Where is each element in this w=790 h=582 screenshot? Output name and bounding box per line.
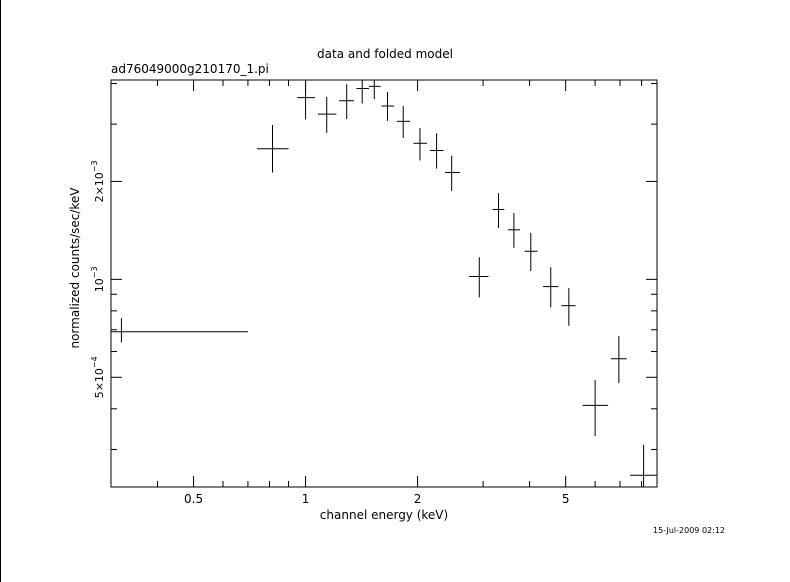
- chart-subtitle: ad76049000g210170_1.pi: [111, 62, 269, 76]
- y-axis-label: normalized counts/sec/keV: [68, 187, 82, 349]
- x-tick-label: 2: [414, 492, 422, 506]
- x-axis-label: channel energy (keV): [320, 508, 448, 522]
- y-axis-ticks: [111, 82, 657, 450]
- footer-timestamp: 15-Jul-2009 02:12: [653, 526, 725, 535]
- data-point: [630, 444, 657, 487]
- data-point: [396, 106, 411, 138]
- x-tick-labels: 0.5 1 2 5: [184, 492, 569, 506]
- data-point: [492, 193, 505, 228]
- x-tick-label: 0.5: [184, 492, 203, 506]
- data-point: [430, 133, 444, 169]
- y-tick-label: 10−3: [90, 266, 106, 292]
- data-point: [445, 155, 460, 191]
- data-point: [610, 335, 627, 384]
- y-tick-label: 5×10−4: [90, 356, 106, 398]
- plot-frame: [110, 79, 658, 488]
- data-point: [582, 380, 609, 436]
- x-tick-label: 1: [302, 492, 310, 506]
- data-point: [413, 127, 427, 161]
- data-point: [543, 267, 559, 308]
- data-point: [256, 125, 289, 173]
- x-axis-ticks: [110, 80, 643, 487]
- data-point: [317, 96, 337, 133]
- data-point: [524, 232, 538, 272]
- data-point: [339, 84, 355, 120]
- data-points: [111, 80, 657, 487]
- data-point: [368, 80, 381, 100]
- data-point: [381, 91, 395, 121]
- data-point: [469, 257, 489, 298]
- x-tick-label: 5: [562, 492, 570, 506]
- data-point: [561, 288, 576, 326]
- y-tick-label-text: 2×10−3: [90, 160, 106, 202]
- y-tick-label-text: 10−3: [90, 266, 106, 292]
- data-point: [111, 318, 248, 343]
- y-tick-label: 2×10−3: [90, 160, 106, 202]
- chart-title: data and folded model: [317, 47, 453, 61]
- y-tick-labels: 5×10−4 10−3 2×10−3: [90, 160, 106, 398]
- data-point: [508, 212, 521, 248]
- y-tick-label-text: 5×10−4: [90, 356, 106, 398]
- data-point: [297, 80, 315, 120]
- data-point: [356, 80, 369, 104]
